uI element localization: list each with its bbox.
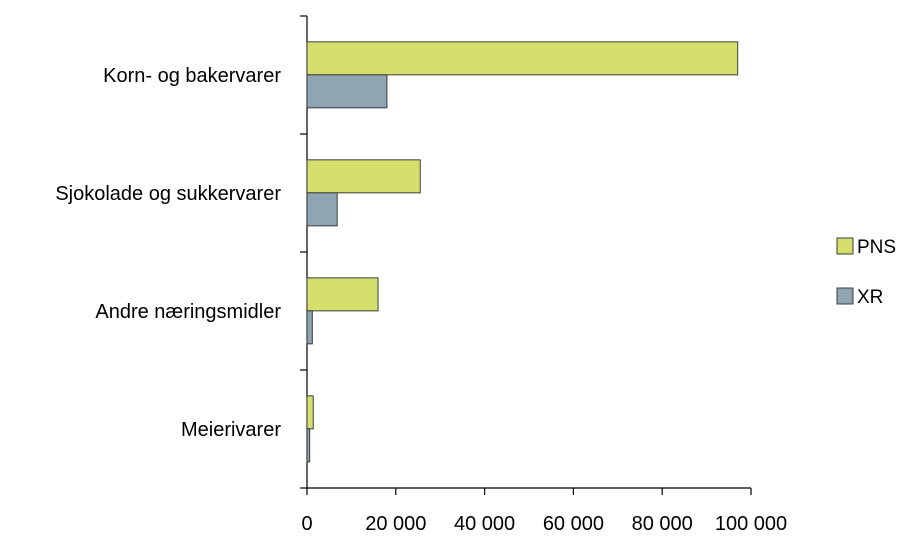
category-label: Sjokolade og sukkervarer bbox=[55, 183, 281, 205]
x-tick-label: 60 000 bbox=[543, 513, 604, 535]
legend-label-pns: PNS bbox=[857, 237, 896, 258]
bars bbox=[306, 41, 739, 463]
legend-label-xr: XR bbox=[857, 287, 883, 308]
x-tick-label: 100 000 bbox=[715, 513, 787, 535]
category-labels: Korn- og bakervarer Sjokolade og sukkerva… bbox=[55, 65, 281, 441]
bar-pns-meierivarer bbox=[306, 395, 314, 430]
bar-xr-meierivarer bbox=[306, 428, 311, 463]
legend: PNS XR bbox=[836, 237, 896, 308]
x-tick-label: 0 bbox=[301, 513, 312, 535]
bar-pns-andre-naeringsmidler bbox=[306, 277, 379, 312]
category-label: Korn- og bakervarer bbox=[103, 65, 281, 87]
bar-xr-andre-naeringsmidler bbox=[306, 310, 313, 345]
bar-xr-sjokolade-og-sukkervarer bbox=[306, 192, 338, 227]
x-tick-labels: 0 20 000 40 000 60 000 80 000 100 000 bbox=[301, 513, 787, 535]
x-tick-label: 40 000 bbox=[454, 513, 515, 535]
category-label: Meierivarer bbox=[181, 419, 281, 441]
legend-swatch-pns bbox=[836, 237, 854, 255]
bar-xr-korn-og-bakervarer bbox=[306, 74, 388, 109]
category-label: Andre næringsmidler bbox=[95, 301, 281, 323]
bar-pns-korn-og-bakervarer bbox=[306, 41, 739, 76]
bar-pns-sjokolade-og-sukkervarer bbox=[306, 159, 421, 194]
legend-swatch-xr bbox=[836, 287, 854, 305]
x-tick-label: 80 000 bbox=[632, 513, 693, 535]
x-tick-label: 20 000 bbox=[365, 513, 426, 535]
